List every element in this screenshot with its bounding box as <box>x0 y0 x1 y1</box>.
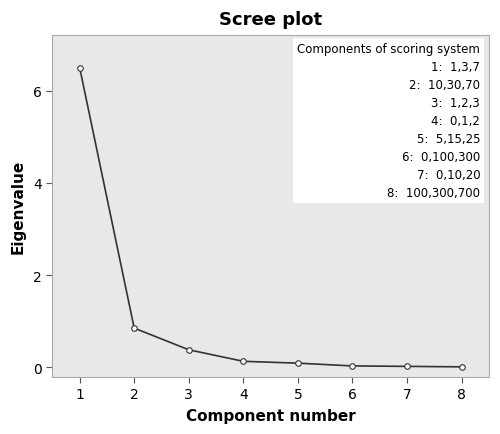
X-axis label: Component number: Component number <box>186 408 356 423</box>
Y-axis label: Eigenvalue: Eigenvalue <box>11 159 26 253</box>
Title: Scree plot: Scree plot <box>219 11 322 29</box>
Text: Components of scoring system
1:  1,3,7
2:  10,30,70
3:  1,2,3
4:  0,1,2
5:  5,15: Components of scoring system 1: 1,3,7 2:… <box>298 43 480 200</box>
